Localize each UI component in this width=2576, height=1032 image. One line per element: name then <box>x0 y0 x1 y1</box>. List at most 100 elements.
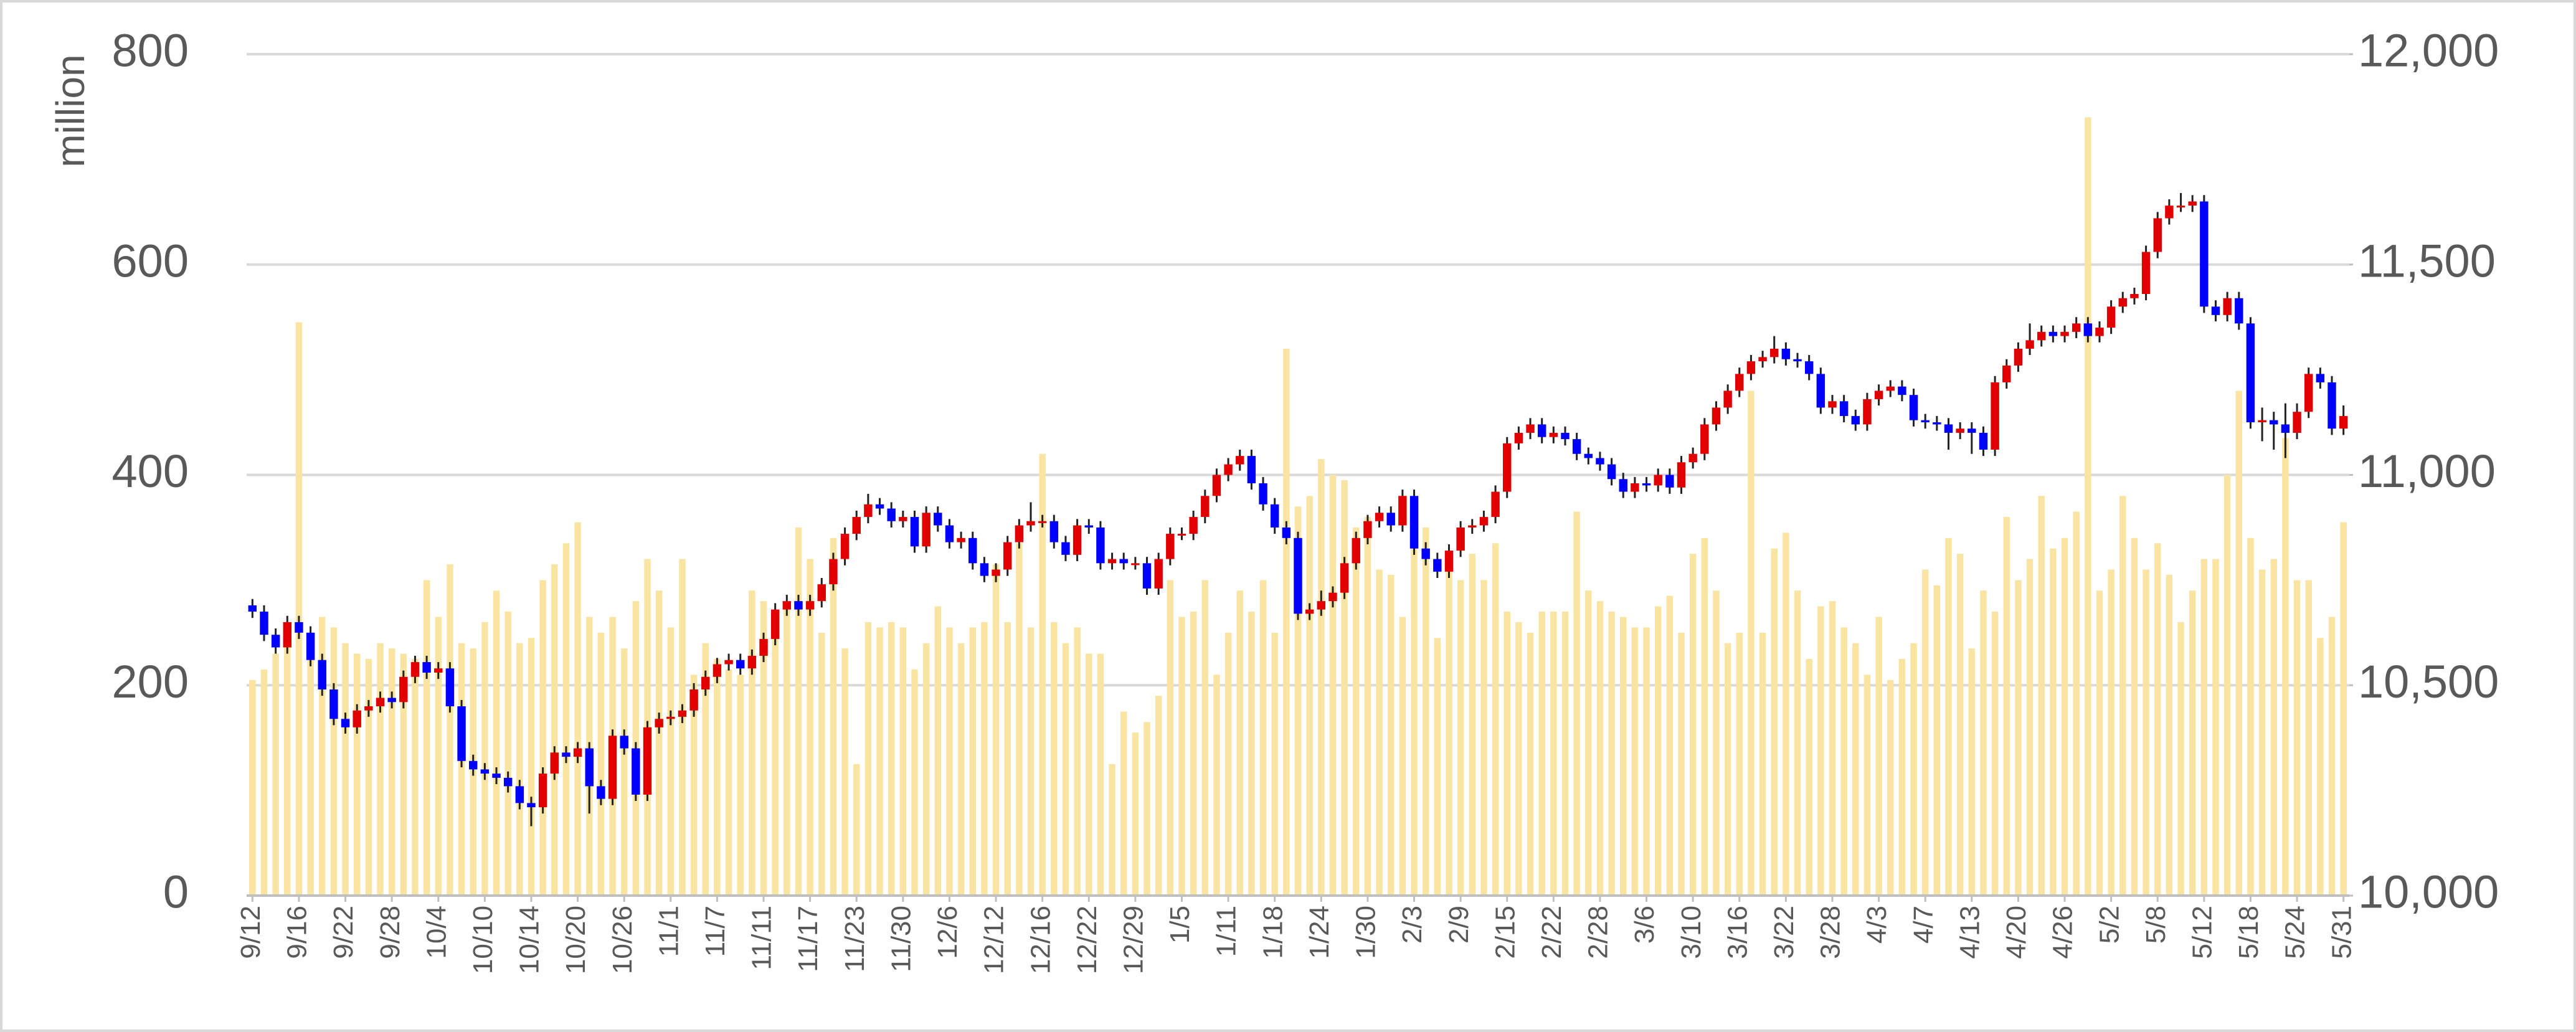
volume-bar <box>1596 601 1604 896</box>
y2-tick-label: 10,000 <box>2358 866 2499 918</box>
candle-body <box>1375 513 1384 521</box>
volume-bar <box>2200 559 2208 896</box>
candle-body <box>2211 306 2220 315</box>
volume-bar <box>1759 632 1766 896</box>
candle-body <box>620 736 628 749</box>
candle-body <box>1189 517 1198 534</box>
candle-body <box>1851 415 1860 425</box>
candle-body <box>934 513 942 526</box>
volume-bar <box>1004 622 1011 896</box>
volume-bar <box>2247 537 2254 896</box>
volume-bar <box>2212 559 2219 896</box>
volume-bar <box>2328 617 2336 896</box>
candle-body <box>794 601 803 610</box>
volume-bar <box>1132 732 1139 896</box>
volume-bar <box>504 612 511 896</box>
candle-body <box>2014 348 2023 366</box>
volume-bar <box>1631 627 1639 896</box>
x-tick-label: 1/30 <box>1351 906 1381 959</box>
volume-bar <box>864 622 872 896</box>
volume-bar <box>1411 527 1418 896</box>
candle-body <box>1665 475 1674 488</box>
volume-bar <box>1968 648 1976 896</box>
volume-bar <box>888 622 895 896</box>
volume-bar <box>969 627 976 896</box>
candle-body <box>724 660 733 665</box>
candle-body <box>689 689 698 711</box>
candle-body <box>2327 382 2336 429</box>
candle-body <box>527 803 536 808</box>
candle-body <box>1909 395 1918 420</box>
x-tick-label: 1/18 <box>1257 906 1288 959</box>
candle-body <box>1340 563 1349 593</box>
candle-body <box>747 655 757 669</box>
candle-body <box>1688 453 1697 463</box>
candle-body <box>1491 491 1500 518</box>
candle-body <box>701 676 710 690</box>
x-tick-label: 3/16 <box>1722 906 1753 959</box>
volume-bar <box>1376 569 1383 896</box>
candle-body <box>1979 432 1988 450</box>
candle-body <box>387 698 396 703</box>
volume-bar <box>1062 643 1069 896</box>
volume-bar <box>249 679 256 896</box>
x-tick-label: 10/14 <box>514 906 545 974</box>
candle-body <box>573 748 582 757</box>
volume-bar <box>1503 612 1510 896</box>
x-tick-label: 9/12 <box>235 906 266 959</box>
candle-body <box>2200 201 2209 307</box>
volume-bar <box>539 580 546 896</box>
volume-bar <box>365 659 372 896</box>
volume-bar <box>597 632 605 896</box>
candle-body <box>655 719 663 727</box>
candle-body <box>805 601 815 610</box>
candle-body <box>840 534 850 559</box>
candle-body <box>1166 534 1175 559</box>
volume-bar <box>2317 638 2324 896</box>
volume-bar <box>807 559 813 896</box>
candle-body <box>550 752 559 774</box>
candle-body <box>1096 527 1105 564</box>
volume-bar <box>493 590 500 896</box>
volume-bar <box>2270 559 2277 896</box>
candle-body <box>980 563 989 576</box>
candle-body <box>353 710 361 727</box>
candle-body <box>585 748 594 787</box>
candle-body <box>1386 513 1395 526</box>
candle-body <box>1607 464 1616 480</box>
volume-bar <box>2189 590 2196 896</box>
candle-body <box>434 668 443 673</box>
candle-body <box>713 664 722 677</box>
volume-bar <box>1956 554 1964 896</box>
candle-body <box>1456 527 1465 551</box>
candle-body <box>1363 521 1372 538</box>
candle-body <box>678 710 687 717</box>
volume-bar <box>737 675 744 896</box>
candle-body <box>248 605 257 612</box>
x-tick-label: 2/3 <box>1397 906 1428 944</box>
candle-body <box>2025 340 2034 349</box>
candle-body <box>2165 206 2174 219</box>
volume-bar <box>1817 606 1824 896</box>
volume-bar <box>784 606 790 896</box>
candle-body <box>2048 331 2058 336</box>
x-tick-label: 4/3 <box>1862 906 1892 944</box>
volume-bar <box>1201 580 1209 896</box>
candle-body <box>1421 548 1430 559</box>
x-tick-label: 10/26 <box>607 906 638 974</box>
candle-body <box>445 668 455 707</box>
volume-bar <box>2235 391 2243 896</box>
candle-body <box>1444 551 1454 572</box>
candle-body <box>2270 420 2278 425</box>
x-tick-label: 5/24 <box>2280 906 2311 959</box>
volume-bar <box>911 669 918 896</box>
candle-body <box>1572 439 1581 454</box>
candle-body <box>1770 348 1779 357</box>
volume-bar <box>1109 764 1115 896</box>
candle-body <box>910 517 919 547</box>
candle-body <box>2106 306 2116 328</box>
volume-bar <box>2085 117 2091 896</box>
volume-bar <box>330 627 338 896</box>
candle-body <box>922 513 930 547</box>
volume-bar <box>1086 653 1092 896</box>
